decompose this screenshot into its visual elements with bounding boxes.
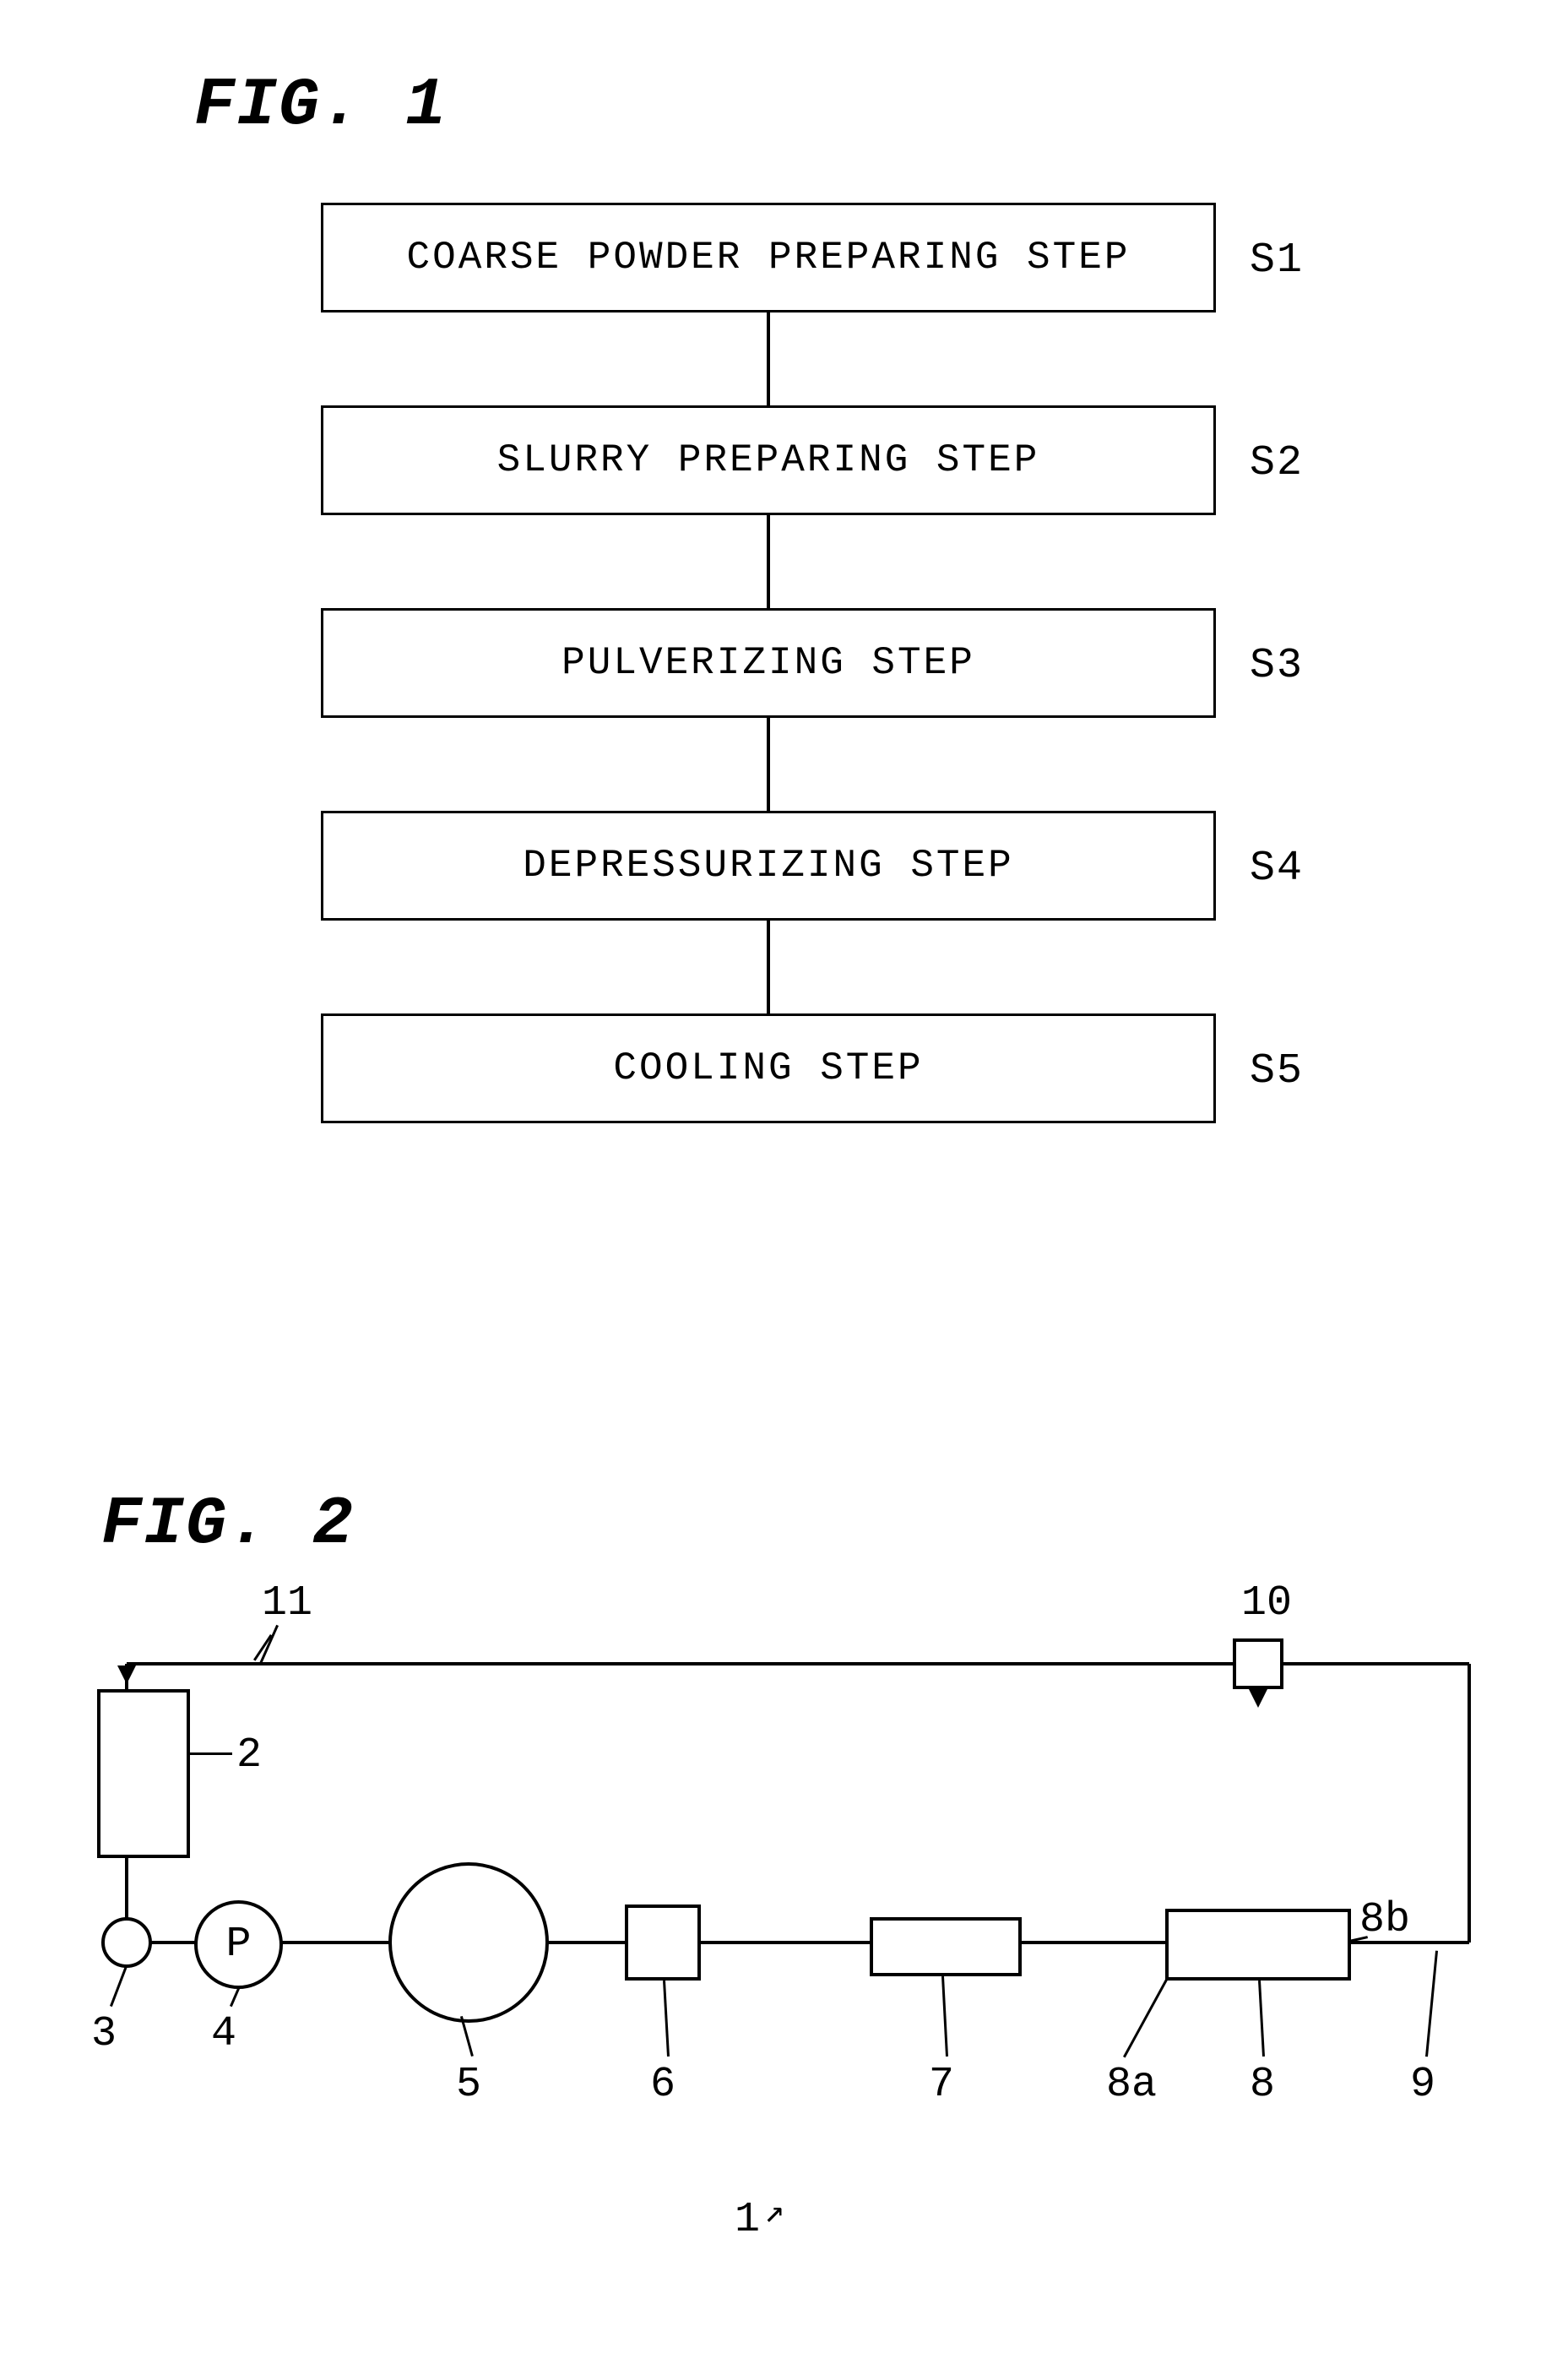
- schematic-system-label: 1: [735, 2196, 760, 2244]
- schematic-node-2: [97, 1689, 190, 1858]
- schematic-node-8: [1165, 1909, 1351, 1981]
- flowchart-step: COOLING STEP: [321, 1013, 1216, 1123]
- schematic-label: 5: [456, 2061, 481, 2109]
- flowchart-step: DEPRESSURIZING STEP: [321, 811, 1216, 921]
- flowchart-step-label: S2: [1250, 439, 1304, 487]
- schematic-label: 7: [929, 2061, 954, 2109]
- flowchart-connector: [767, 921, 770, 1013]
- schematic-node-4: P: [194, 1900, 283, 1989]
- lead-line: [110, 1966, 128, 2007]
- schematic-label: 9: [1410, 2061, 1435, 2109]
- flowchart-step-label: S5: [1250, 1047, 1304, 1095]
- schematic-node-10: [1233, 1638, 1283, 1689]
- arrow-icon: ↗: [764, 2192, 784, 2233]
- lead-line: [190, 1752, 232, 1755]
- fig2-title: FIG. 2: [101, 1486, 355, 1563]
- flowchart-connector: [767, 718, 770, 811]
- arrowhead-icon: [1249, 1689, 1267, 1708]
- schematic-label: 8: [1250, 2061, 1275, 2109]
- schematic-label: 4: [211, 2010, 236, 2058]
- lead-line: [230, 1986, 241, 2007]
- schematic-label: 11: [262, 1579, 312, 1627]
- lead-line: [663, 1981, 670, 2057]
- schematic-label: 6: [650, 2061, 675, 2109]
- schematic-node-7: [870, 1917, 1022, 1976]
- schematic-label: 10: [1241, 1579, 1292, 1627]
- schematic-label: 3: [91, 2010, 117, 2058]
- flowchart-step: PULVERIZING STEP: [321, 608, 1216, 718]
- flowchart-step-label: S3: [1250, 642, 1304, 690]
- lead-line: [1258, 1981, 1265, 2057]
- arrowhead-icon: [117, 1665, 136, 1684]
- flowchart-step: SLURRY PREPARING STEP: [321, 405, 1216, 515]
- lead-line: [941, 1976, 948, 2057]
- flowchart-step-label: S1: [1250, 236, 1304, 285]
- schematic-node-6: [625, 1905, 701, 1981]
- schematic-wire: [1468, 1664, 1471, 1943]
- flowchart-step-label: S4: [1250, 845, 1304, 893]
- lead-line: [1123, 1976, 1169, 2057]
- schematic-label: 8a: [1106, 2061, 1157, 2109]
- schematic-node-5: [388, 1862, 549, 2023]
- schematic-label: 2: [236, 1731, 262, 1780]
- fig1-title: FIG. 1: [194, 68, 448, 144]
- flowchart-connector: [767, 515, 770, 608]
- schematic-node-3: [101, 1917, 152, 1968]
- lead-line: [1425, 1951, 1438, 2057]
- flowchart-step: COARSE POWDER PREPARING STEP: [321, 203, 1216, 312]
- flowchart-connector: [767, 312, 770, 405]
